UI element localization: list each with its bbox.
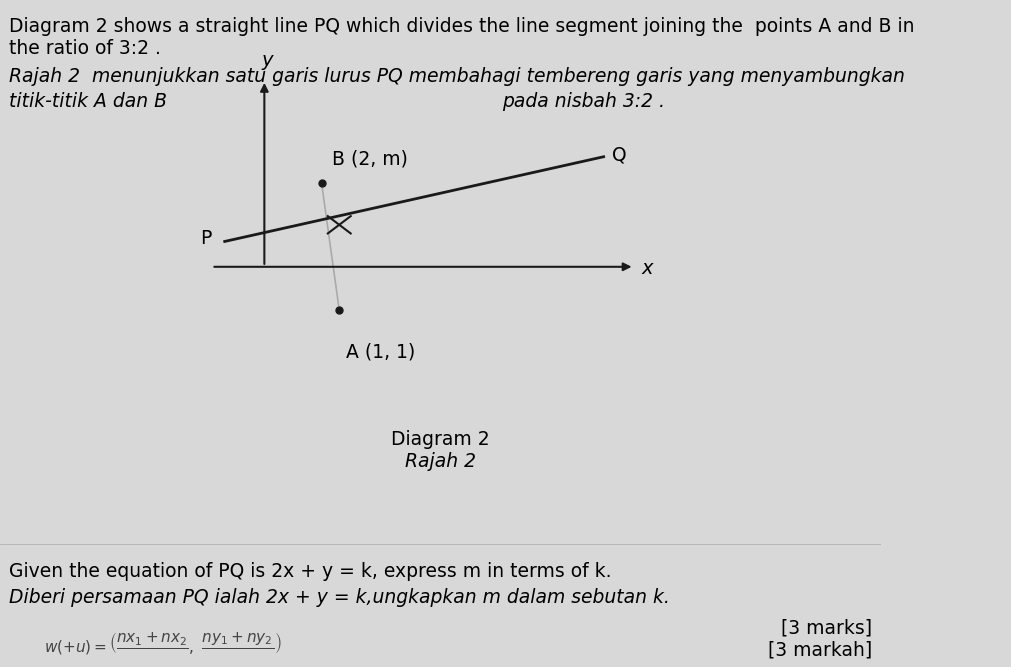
Text: [3 markah]: [3 markah]: [768, 640, 872, 659]
Text: Diberi persamaan PQ ialah 2x + y = k,ungkapkan m dalam sebutan k.: Diberi persamaan PQ ialah 2x + y = k,ung…: [9, 588, 669, 607]
Text: y: y: [261, 51, 273, 70]
Text: Q: Q: [613, 145, 627, 164]
Text: Rajah 2: Rajah 2: [405, 452, 476, 471]
Text: Rajah 2  menunjukkan satu garis lurus PQ membahagi tembereng garis yang menyambu: Rajah 2 menunjukkan satu garis lurus PQ …: [9, 67, 905, 85]
Text: pada nisbah 3:2 .: pada nisbah 3:2 .: [502, 92, 665, 111]
Text: [3 marks]: [3 marks]: [782, 619, 872, 638]
Text: titik-titik A dan B: titik-titik A dan B: [9, 92, 167, 111]
Text: Diagram 2: Diagram 2: [391, 430, 490, 449]
Text: x: x: [642, 259, 653, 277]
Text: Diagram 2 shows a straight line PQ which divides the line segment joining the  p: Diagram 2 shows a straight line PQ which…: [9, 17, 914, 35]
Text: the ratio of 3:2 .: the ratio of 3:2 .: [9, 39, 161, 57]
Text: B (2, m): B (2, m): [333, 150, 408, 169]
Text: $w(+u) = \left(\dfrac{nx_1 + nx_2}{\quad},\ \dfrac{ny_1 + ny_2}{\quad}\right)$: $w(+u) = \left(\dfrac{nx_1 + nx_2}{\quad…: [44, 630, 282, 656]
Text: A (1, 1): A (1, 1): [347, 342, 416, 361]
Text: Given the equation of PQ is 2x + y = k, express m in terms of k.: Given the equation of PQ is 2x + y = k, …: [9, 562, 612, 580]
Text: P: P: [200, 229, 211, 248]
